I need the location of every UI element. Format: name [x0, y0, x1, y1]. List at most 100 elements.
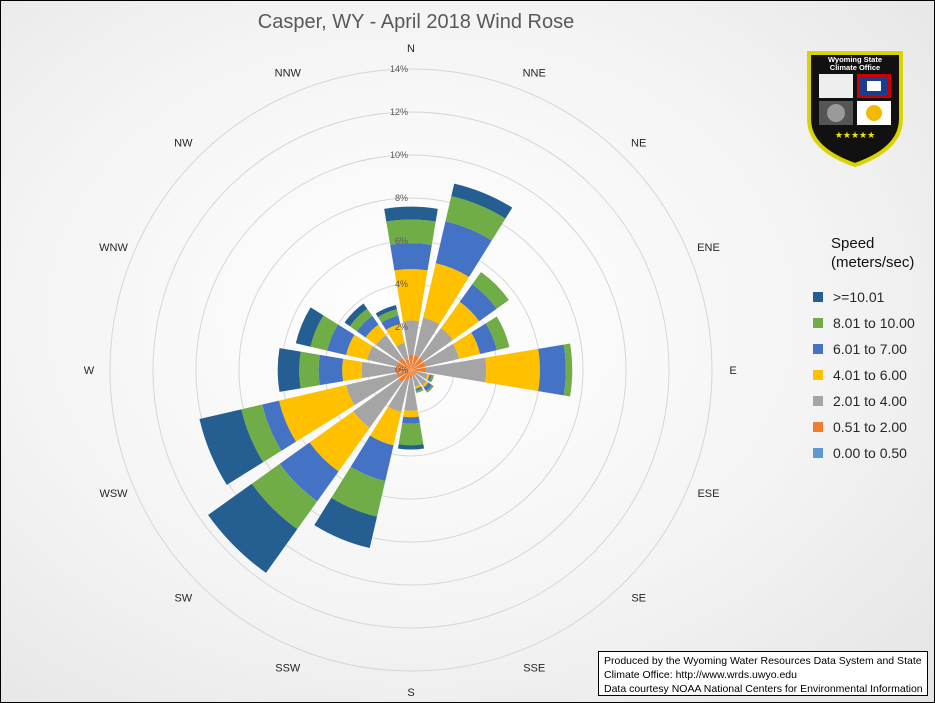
- bar-segment-nw: [365, 324, 386, 345]
- bar-segment-e: [563, 343, 573, 397]
- credit-line-3: Data courtesy NOAA National Centers for …: [604, 683, 923, 695]
- bar-segment-nne: [451, 183, 513, 219]
- bar-segment-w: [342, 358, 363, 382]
- bar-segment-wnw: [396, 362, 411, 370]
- bar-segment-nw: [398, 357, 411, 370]
- bar-segment-se: [423, 382, 432, 391]
- direction-label-nw: NW: [174, 137, 193, 149]
- grid-ring: [152, 111, 670, 629]
- radial-tick-label: 6%: [395, 236, 408, 246]
- bar-segment-s: [398, 423, 424, 446]
- direction-label-ene: ENE: [697, 242, 720, 254]
- bar-segment-n: [390, 243, 432, 271]
- bar-segment-ese: [429, 374, 435, 383]
- direction-label-w: W: [84, 365, 95, 377]
- bar-segment-ne: [411, 357, 424, 370]
- grid-ring: [195, 154, 627, 586]
- bar-segment-wnw: [327, 324, 355, 355]
- wind-rose-bars: [199, 183, 573, 573]
- direction-label-nnw: NNW: [275, 68, 302, 80]
- legend-entry: >=10.01: [813, 284, 934, 310]
- legend-entry: 0.51 to 2.00: [813, 414, 934, 440]
- legend-swatch: [813, 344, 823, 354]
- radial-tick-label: 4%: [395, 279, 408, 289]
- bar-segment-nnw: [396, 342, 409, 361]
- bar-segment-s: [404, 378, 418, 411]
- bar-segment-nw: [349, 308, 373, 332]
- legend-label: 0.51 to 2.00: [833, 419, 907, 435]
- bar-segment-e: [485, 348, 540, 392]
- radial-tick-label: 10%: [390, 150, 408, 160]
- bar-segment-sse: [415, 388, 424, 394]
- bar-segment-ese: [425, 373, 430, 381]
- legend-label: >=10.01: [833, 289, 885, 305]
- bar-segment-nnw: [381, 315, 401, 330]
- direction-label-ese: ESE: [697, 488, 719, 500]
- legend-entry: 6.01 to 7.00: [813, 336, 934, 362]
- legend-swatch: [813, 292, 823, 302]
- bar-segment-wnw: [295, 307, 324, 347]
- direction-label-n: N: [407, 43, 415, 55]
- bar-segment-e: [411, 367, 427, 373]
- legend-entry: 4.01 to 6.00: [813, 362, 934, 388]
- bar-segment-sw: [279, 442, 339, 502]
- radial-tick-labels: 0% 2% 4% 6% 8% 10% 12% 14%: [390, 64, 408, 375]
- bar-segment-s: [403, 410, 419, 418]
- bar-segment-n: [384, 206, 438, 222]
- bar-segment-ene: [485, 316, 510, 351]
- legend-entry: 2.01 to 4.00: [813, 388, 934, 414]
- direction-label-ne: NE: [631, 137, 646, 149]
- legend-title: Speed (meters/sec): [831, 235, 915, 271]
- bar-segment-se: [411, 370, 417, 376]
- bar-segment-ssw: [314, 497, 378, 549]
- bar-segment-ne: [419, 328, 453, 362]
- direction-label-ssw: SSW: [275, 662, 301, 674]
- bar-segment-wsw: [279, 385, 355, 442]
- bar-segment-s: [409, 370, 413, 379]
- direction-label-wnw: WNW: [99, 242, 128, 254]
- bar-segment-sse: [415, 386, 423, 391]
- bar-segment-ene: [423, 343, 460, 367]
- bar-segment-wnw: [310, 315, 339, 351]
- direction-label-sw: SW: [174, 593, 192, 605]
- chart-title: Casper, WY - April 2018 Wind Rose: [257, 11, 575, 33]
- bar-segment-wsw: [199, 409, 264, 485]
- data-credit-box: Produced by the Wyoming Water Resources …: [598, 651, 928, 696]
- bar-segment-wsw: [262, 400, 297, 451]
- bar-segment-e: [538, 344, 566, 396]
- bar-segment-ne: [472, 272, 509, 309]
- bar-segment-n: [394, 268, 428, 322]
- bar-segment-nne: [445, 196, 506, 241]
- bar-segment-wnw: [367, 346, 399, 367]
- bar-segment-sw: [398, 370, 411, 383]
- direction-label-s: S: [407, 687, 414, 699]
- bar-segment-ene: [411, 362, 426, 370]
- bar-segment-n: [386, 219, 436, 245]
- bar-segment-nnw: [405, 359, 411, 370]
- bar-segment-ssw: [388, 379, 409, 412]
- bar-segment-ene: [452, 332, 481, 359]
- bar-segment-ne: [441, 301, 480, 340]
- bar-segment-wsw: [346, 373, 399, 406]
- grid-ring: [238, 197, 584, 543]
- bar-segment-w: [318, 354, 344, 386]
- bar-segment-ne: [459, 284, 497, 322]
- legend-entries: >=10.01 8.01 to 10.00 6.01 to 7.00 4.01 to …: [813, 284, 934, 466]
- bar-segment-sw: [251, 463, 318, 530]
- bar-segment-nw: [344, 303, 368, 327]
- logo-line1: Wyoming State: [828, 55, 882, 64]
- grid-ring: [109, 68, 713, 672]
- bar-segment-w: [395, 367, 411, 373]
- radial-tick-label: 14%: [390, 64, 408, 74]
- bar-segment-nw: [376, 335, 403, 362]
- climate-office-logo: Wyoming State Climate Office ★★★★★: [807, 51, 903, 168]
- direction-label-nne: NNE: [523, 68, 546, 80]
- legend-swatch: [813, 370, 823, 380]
- bar-segment-nne: [435, 221, 492, 277]
- legend-swatch: [813, 448, 823, 458]
- legend: Speed (meters/sec) >=10.01 8.01 to 10.00 6…: [813, 234, 934, 466]
- bar-segment-sse: [412, 375, 421, 387]
- bar-segment-nne: [411, 355, 419, 370]
